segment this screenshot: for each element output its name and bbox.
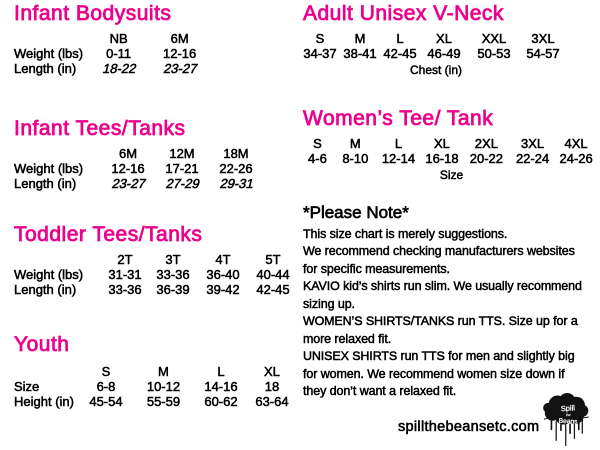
svg-text:Spill: Spill (560, 403, 575, 413)
